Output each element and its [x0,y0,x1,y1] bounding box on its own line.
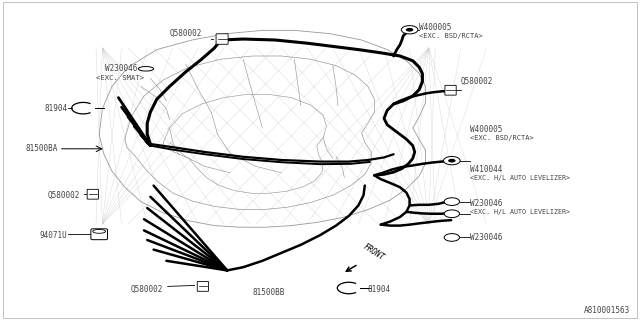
Circle shape [444,210,460,218]
Text: Q580002: Q580002 [169,29,202,38]
Text: A810001563: A810001563 [584,306,630,315]
Text: FRONT: FRONT [362,242,386,262]
FancyBboxPatch shape [445,85,456,95]
Text: <EXC. SMAT>: <EXC. SMAT> [96,76,144,81]
Text: W230046: W230046 [105,64,138,73]
Text: 81904: 81904 [368,285,391,294]
Circle shape [448,159,456,163]
Text: 81500BB: 81500BB [253,288,285,297]
Circle shape [444,234,460,241]
Text: <EXC. BSD/RCTA>: <EXC. BSD/RCTA> [470,135,534,141]
Text: 81904: 81904 [44,104,67,113]
FancyBboxPatch shape [197,282,209,291]
Ellipse shape [138,67,154,71]
Text: <EXC. H/L AUTO LEVELIZER>: <EXC. H/L AUTO LEVELIZER> [470,209,570,215]
Text: <EXC. BSD/RCTA>: <EXC. BSD/RCTA> [419,33,483,39]
FancyBboxPatch shape [216,34,228,44]
Ellipse shape [93,229,106,233]
FancyBboxPatch shape [91,229,108,240]
Text: W400005: W400005 [419,23,452,32]
Circle shape [444,156,460,165]
Text: W230046: W230046 [470,233,503,242]
Text: Q580002: Q580002 [461,77,493,86]
Text: W230046: W230046 [470,199,503,208]
Text: Q580002: Q580002 [48,191,81,200]
Text: W400005: W400005 [470,125,503,134]
Circle shape [401,26,418,34]
Text: 94071U: 94071U [40,231,67,240]
Circle shape [444,198,460,205]
Circle shape [406,28,413,32]
Text: Q580002: Q580002 [131,285,163,294]
FancyBboxPatch shape [87,189,99,199]
Text: W410044: W410044 [470,165,503,174]
Text: <EXC. H/L AUTO LEVELIZER>: <EXC. H/L AUTO LEVELIZER> [470,175,570,181]
Text: 81500BA: 81500BA [25,144,58,153]
